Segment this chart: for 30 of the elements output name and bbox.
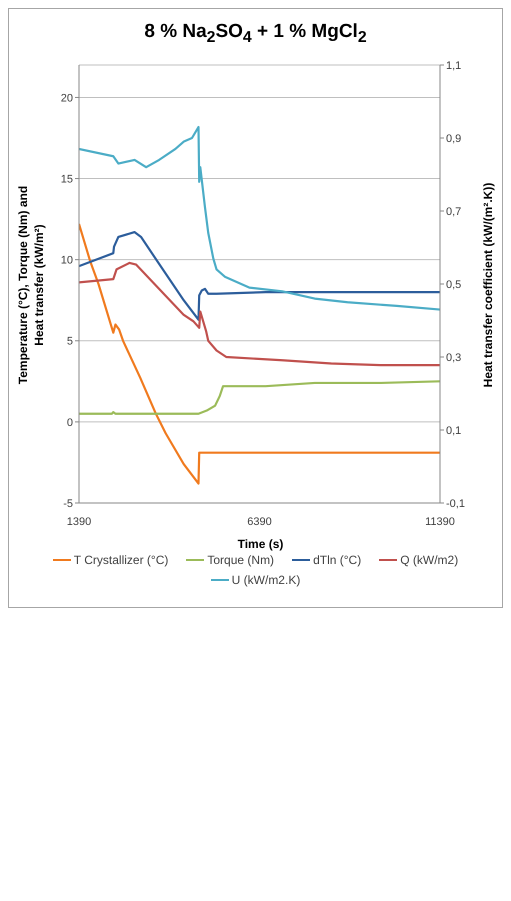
y-tick-label: 0 [66,416,73,429]
y2-tick-label: 0,3 [446,352,462,364]
y-tick-label: 10 [60,254,73,267]
y-tick-label: 20 [60,92,73,104]
y2-tick-label: 0,7 [446,206,462,218]
y2-tick-label: 0,1 [446,424,462,437]
y-tick-label: 5 [66,336,73,348]
legend-label: dTln (°C) [313,553,362,567]
x-axis-title: Time (s) [238,537,284,551]
y2-tick-label: 0,5 [446,278,462,291]
line-series [79,262,440,366]
legend-label: Q (kW/m2) [400,553,458,567]
y-tick-label: -5 [63,498,73,510]
line-series [79,222,440,485]
y2-tick-label: 0,9 [446,132,462,145]
line-series [79,380,440,415]
y-tick-label: 15 [60,173,73,186]
x-tick-label: 11390 [425,516,455,528]
legend-label: U (kW/m2.K) [232,573,300,587]
x-tick-label: 6390 [247,516,272,528]
y-axis-title: Temperature (°C), Torque (Nm) and Heat transfer (kW/m²) [15,184,47,386]
legend-label: T Crystallizer (°C) [74,553,168,567]
line-series [79,230,440,321]
chart-title: 8 % Na$_{2}$SO$_{4}$ + 1 % MgCl$_{2}$ [143,21,368,47]
line-series [79,126,440,311]
legend-label: Torque (Nm) [207,553,274,567]
y2-tick-label: 1,1 [446,60,462,72]
y2-axis-title: Heat transfer coefficient (kW/(m².K)) [481,182,495,388]
y2-tick-label: -0,1 [446,498,465,510]
x-tick-label: 1390 [66,516,92,528]
